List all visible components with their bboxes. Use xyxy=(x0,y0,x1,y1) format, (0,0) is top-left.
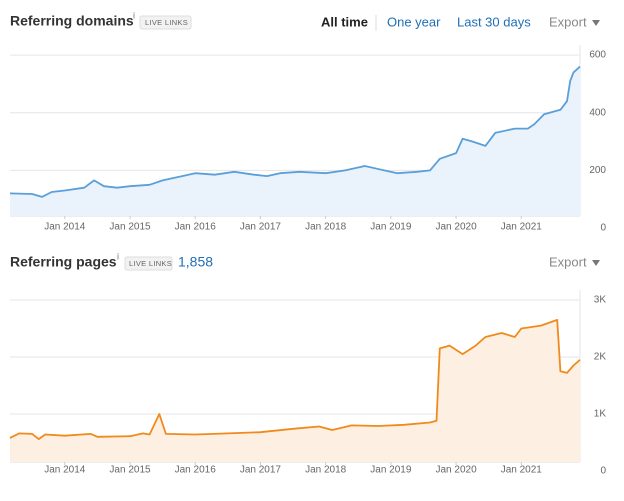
info-icon[interactable]: i xyxy=(117,251,119,261)
area xyxy=(10,66,580,216)
chart-title: Referring domains xyxy=(10,13,134,29)
badge: LIVE LINKS xyxy=(129,259,172,268)
x-tick-label: Jan 2017 xyxy=(240,222,282,233)
x-tick-label: Jan 2016 xyxy=(175,222,217,233)
y-tick-label: 600 xyxy=(589,50,606,61)
y-tick-label: 3K xyxy=(594,295,607,306)
y-tick-label: 200 xyxy=(589,165,606,176)
x-tick-label: Jan 2014 xyxy=(44,465,86,476)
x-tick-label: Jan 2014 xyxy=(44,222,86,233)
x-tick-label: Jan 2020 xyxy=(436,222,478,233)
x-tick-label: Jan 2018 xyxy=(305,222,347,233)
info-icon[interactable]: i xyxy=(133,10,135,20)
x-tick-label: Jan 2017 xyxy=(240,465,282,476)
x-tick-label: Jan 2015 xyxy=(109,465,151,476)
y-tick-label: 0 xyxy=(600,466,606,477)
badge-box xyxy=(139,15,192,30)
export-button[interactable]: Export xyxy=(549,254,587,269)
x-tick-label: Jan 2019 xyxy=(370,465,412,476)
line xyxy=(9,65,581,198)
dropdown-arrow[interactable] xyxy=(592,260,600,266)
y-tick-label: 1K xyxy=(594,409,607,420)
x-tick-label: Jan 2015 xyxy=(109,222,151,233)
dropdown-arrow[interactable] xyxy=(592,20,600,26)
y-tick-label: 0 xyxy=(600,223,606,234)
x-tick-label: Jan 2020 xyxy=(436,465,478,476)
area xyxy=(10,319,580,462)
badge-box xyxy=(124,256,173,271)
x-tick-label: Jan 2019 xyxy=(370,222,412,233)
x-tick-label: Jan 2016 xyxy=(175,465,217,476)
range-option[interactable]: Last 30 days xyxy=(457,14,531,29)
count: 1,858 xyxy=(178,254,213,270)
export-button[interactable]: Export xyxy=(549,14,587,29)
plots: 0 200 400 600 Jan 2014 Jan 2015 Jan 2016 Jan 20… xyxy=(9,45,607,477)
x-tick-label: Jan 2021 xyxy=(501,222,543,233)
line xyxy=(9,319,581,440)
x-tick-label: Jan 2018 xyxy=(305,465,347,476)
range-option[interactable]: One year xyxy=(387,14,441,29)
y-tick-label: 400 xyxy=(589,107,606,118)
badge: LIVE LINKS xyxy=(145,18,188,27)
chart-title: Referring pages xyxy=(10,254,117,270)
range-option[interactable]: All time xyxy=(321,14,368,29)
y-tick-label: 2K xyxy=(594,352,607,363)
x-tick-label: Jan 2021 xyxy=(501,465,543,476)
